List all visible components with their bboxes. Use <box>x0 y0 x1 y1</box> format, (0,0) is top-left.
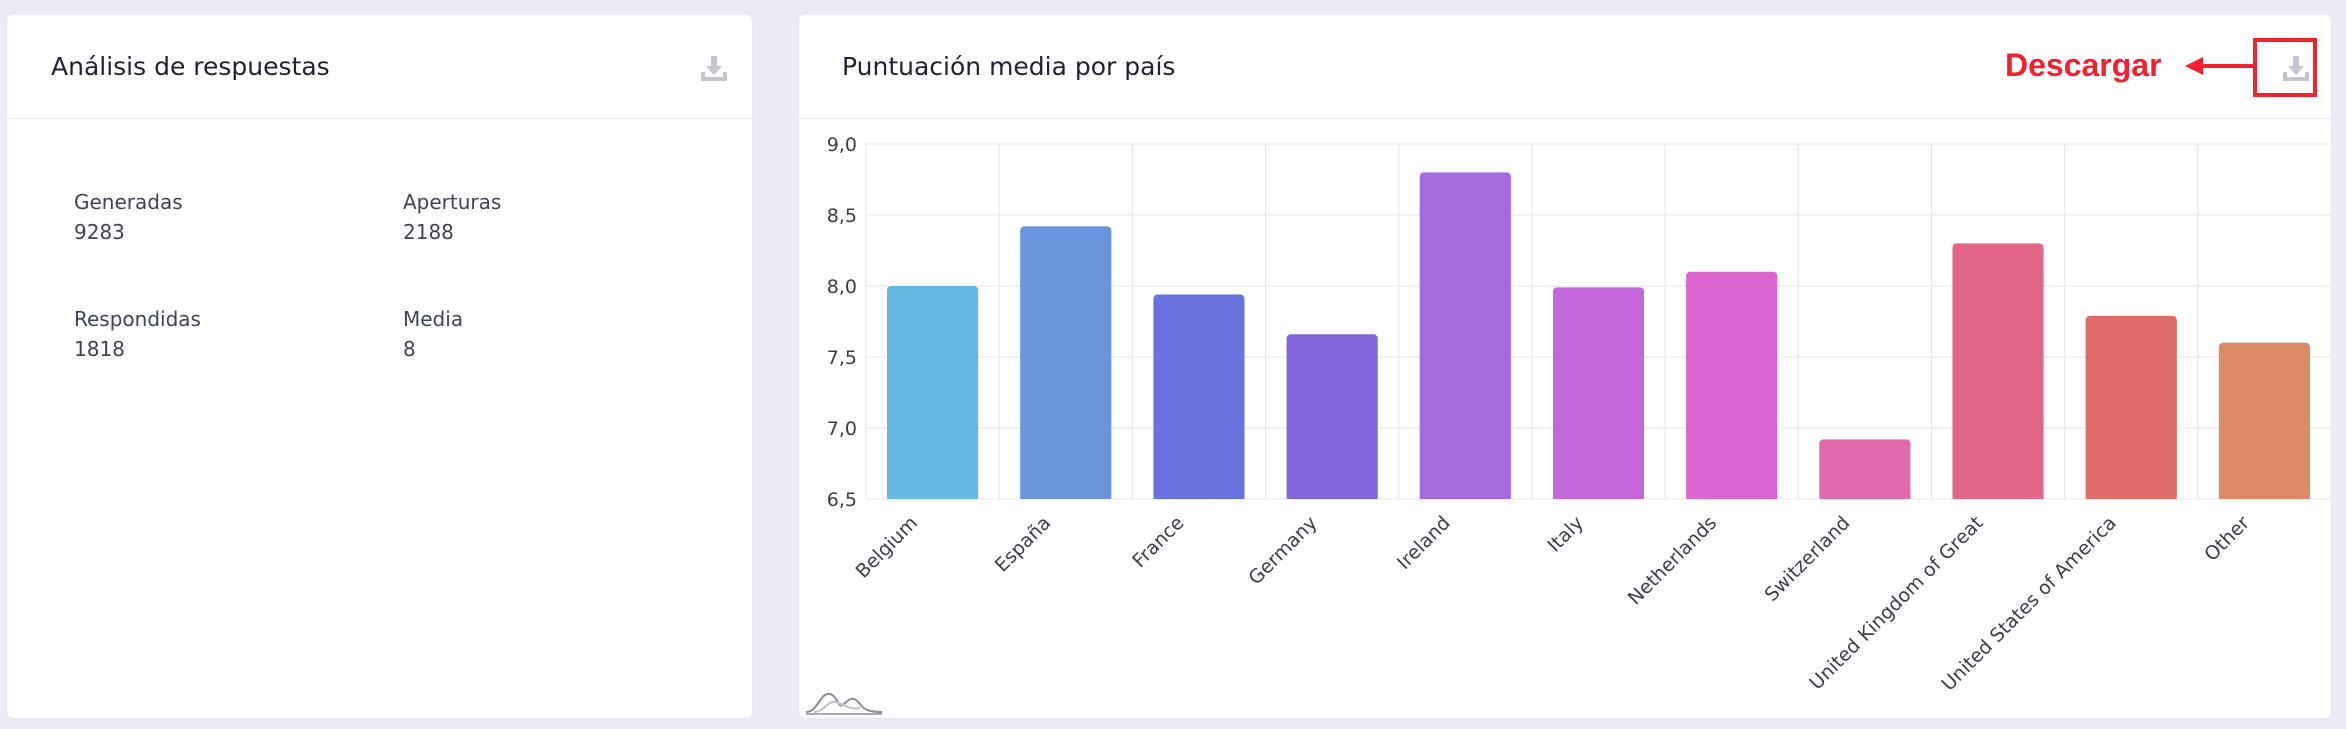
x-tick-label: Netherlands <box>1624 512 1721 609</box>
stat-label: Media <box>403 307 464 331</box>
y-tick-label: 8,5 <box>827 205 857 227</box>
stat-media: Media 8 <box>403 304 463 364</box>
y-tick-label: 9,0 <box>827 134 857 156</box>
stat-value: 8 <box>403 337 416 361</box>
bar-base <box>2085 319 2177 499</box>
bar-base <box>1952 247 2044 499</box>
stat-respondidas: Respondidas 1818 <box>74 304 201 364</box>
bar-base <box>887 290 979 499</box>
stat-label: Aperturas <box>403 190 502 214</box>
stat-generadas: Generadas 9283 <box>74 187 183 247</box>
card-header: Puntuación media por país <box>799 15 2331 119</box>
download-highlight-box <box>2253 38 2317 97</box>
x-tick-label: Other <box>2200 512 2254 566</box>
bar-base <box>1020 230 1112 500</box>
stat-value: 1818 <box>74 337 125 361</box>
x-tick-label: España <box>991 512 1056 577</box>
stat-value: 2188 <box>403 220 454 244</box>
bar-base <box>1419 176 1511 499</box>
x-tick-label: Germany <box>1244 512 1321 589</box>
x-tick-label: Switzerland <box>1760 512 1854 606</box>
stat-value: 9283 <box>74 220 125 244</box>
stat-label: Respondidas <box>74 307 201 331</box>
y-tick-label: 7,0 <box>827 418 857 440</box>
chart-wave-icon <box>805 692 883 715</box>
x-tick-label: France <box>1128 512 1188 572</box>
download-icon[interactable] <box>2279 51 2313 85</box>
x-tick-label: Belgium <box>851 512 922 583</box>
bar-base <box>1286 338 1378 499</box>
stat-aperturas: Aperturas 2188 <box>403 187 501 247</box>
x-tick-label: Ireland <box>1393 512 1455 574</box>
y-tick-label: 6,5 <box>827 489 857 511</box>
bar-base <box>1553 291 1644 499</box>
download-icon[interactable] <box>697 51 731 85</box>
card-title: Análisis de respuestas <box>51 52 330 81</box>
y-tick-label: 7,5 <box>827 347 857 369</box>
chart-title: Puntuación media por país <box>842 52 1176 81</box>
stat-label: Generadas <box>74 190 183 214</box>
download-annotation: Descargar <box>2005 47 2162 83</box>
arrow-left-icon <box>2185 57 2255 75</box>
x-tick-label: Italy <box>1543 512 1588 557</box>
bar-base <box>1686 275 1778 499</box>
bar-base <box>1819 443 1911 499</box>
y-tick-label: 8,0 <box>827 276 857 298</box>
bar-base <box>2218 346 2310 499</box>
bar-base <box>1153 298 1245 499</box>
card-header: Análisis de respuestas <box>7 15 752 119</box>
response-analysis-card: Análisis de respuestas Generadas 9283 Ap… <box>7 15 752 718</box>
